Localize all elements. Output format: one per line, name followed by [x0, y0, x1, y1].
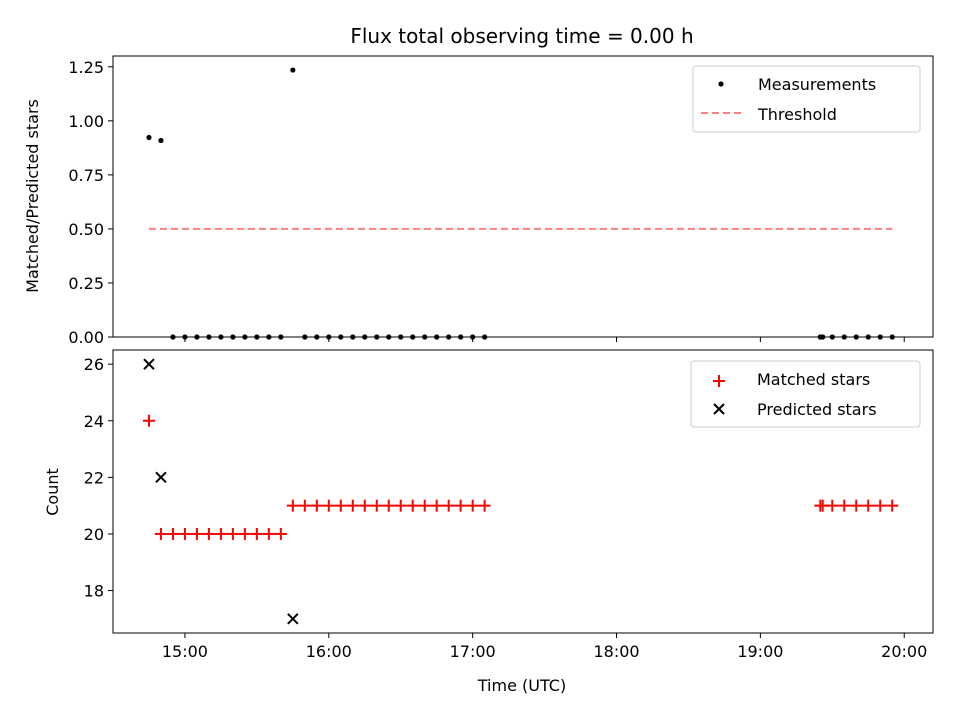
legend-measurements-label: Measurements [758, 75, 876, 94]
legend-measurements-marker [718, 81, 724, 87]
matched-star-point [298, 499, 311, 512]
bottom-ylabel: Count [43, 468, 62, 516]
bottom-xlabel: Time (UTC) [477, 676, 566, 695]
matched-star-point [346, 499, 359, 512]
xtick-label: 15:00 [162, 642, 208, 661]
matched-star-point [874, 499, 887, 512]
matched-star-point [274, 527, 287, 540]
matched-star-point [238, 527, 251, 540]
ytick-label: 0.75 [68, 166, 104, 185]
bottom-marks [142, 358, 899, 625]
legend-threshold-label: Threshold [757, 105, 837, 124]
ytick-label: 20 [84, 525, 104, 544]
top-legend-box [692, 65, 921, 133]
ytick-label: 22 [84, 468, 104, 487]
matched-star-point [862, 499, 875, 512]
matched-star-point [226, 527, 239, 540]
predicted-star-point [143, 358, 155, 370]
matched-star-point [826, 499, 839, 512]
matched-star-point [310, 499, 323, 512]
predicted-star-point [155, 471, 167, 484]
matched-star-point [466, 499, 479, 512]
legend-predicted-label: Predicted stars [757, 400, 877, 419]
xtick-label: 17:00 [450, 642, 496, 661]
matched-star-point [406, 499, 419, 512]
matched-star-point [454, 499, 467, 512]
ytick-label: 24 [84, 412, 104, 431]
ytick-label: 1.25 [68, 58, 104, 77]
bottom-panel: 18 20 22 24 26 15:00 16:00 17:00 18:00 19:00 20:00… [43, 349, 934, 695]
matched-star-point [190, 527, 203, 540]
matched-star-point [286, 499, 299, 512]
matched-star-point [382, 499, 395, 512]
ytick-label: 26 [84, 355, 104, 374]
matched-star-point [838, 499, 851, 512]
matched-star-point [322, 499, 335, 512]
matched-star-point [418, 499, 431, 512]
xtick-label: 19:00 [737, 642, 783, 661]
x-b [143, 358, 155, 370]
top-ylabel: Matched/Predicted stars [23, 99, 42, 293]
predicted-star-point [287, 613, 299, 625]
ytick-label: 0.00 [68, 328, 104, 347]
x-b [155, 471, 167, 484]
xtick-label: 20:00 [881, 642, 927, 661]
matched-star-point [850, 499, 863, 512]
matched-star-point [334, 499, 347, 512]
xtick-label: 16:00 [306, 642, 352, 661]
top-ticks: 0.00 0.25 0.50 0.75 1.00 1.25 [68, 58, 905, 347]
matched-star-point [430, 499, 443, 512]
matched-star-point [478, 499, 491, 512]
legend-matched-label: Matched stars [757, 370, 870, 389]
matched-star-point [214, 527, 227, 540]
matched-star-point [154, 527, 167, 540]
matched-star-point [166, 527, 179, 540]
matched-star-point [250, 527, 263, 540]
matched-star-point [886, 499, 899, 512]
ytick-label: 1.00 [68, 112, 104, 131]
matched-star-point [262, 527, 275, 540]
ytick-label: 0.50 [68, 220, 104, 239]
top-panel: 0.00 0.25 0.50 0.75 1.00 1.25 Matched/Predict… [23, 55, 934, 347]
measurement-point [290, 67, 296, 73]
x-b [287, 613, 299, 625]
measurement-point [146, 134, 152, 141]
matched-star-point [442, 499, 455, 512]
bottom-legend-box [690, 360, 921, 428]
ytick-label: 0.25 [68, 274, 104, 293]
matched-star-point [358, 499, 371, 512]
bottom-legend: Matched stars Predicted stars [690, 360, 921, 428]
chart-title: Flux total observing time = 0.00 h [350, 24, 693, 48]
matched-star-point [394, 499, 407, 512]
legend-predicted-marker [713, 403, 725, 415]
bottom-ticks: 18 20 22 24 26 15:00 16:00 17:00 18:00 19:00 20:00 [84, 355, 928, 661]
matched-star-point [178, 527, 191, 540]
xtick-label: 18:00 [593, 642, 639, 661]
top-axes-frame [112, 55, 934, 338]
bottom-axes-frame [112, 349, 934, 634]
matched-star-point [142, 414, 155, 427]
matched-star-point [370, 499, 383, 512]
top-legend: Measurements Threshold [692, 65, 921, 133]
ytick-label: 18 [84, 582, 104, 601]
measurement-point [158, 137, 164, 144]
matched-star-point [202, 527, 215, 540]
legend-matched-marker [713, 375, 725, 387]
